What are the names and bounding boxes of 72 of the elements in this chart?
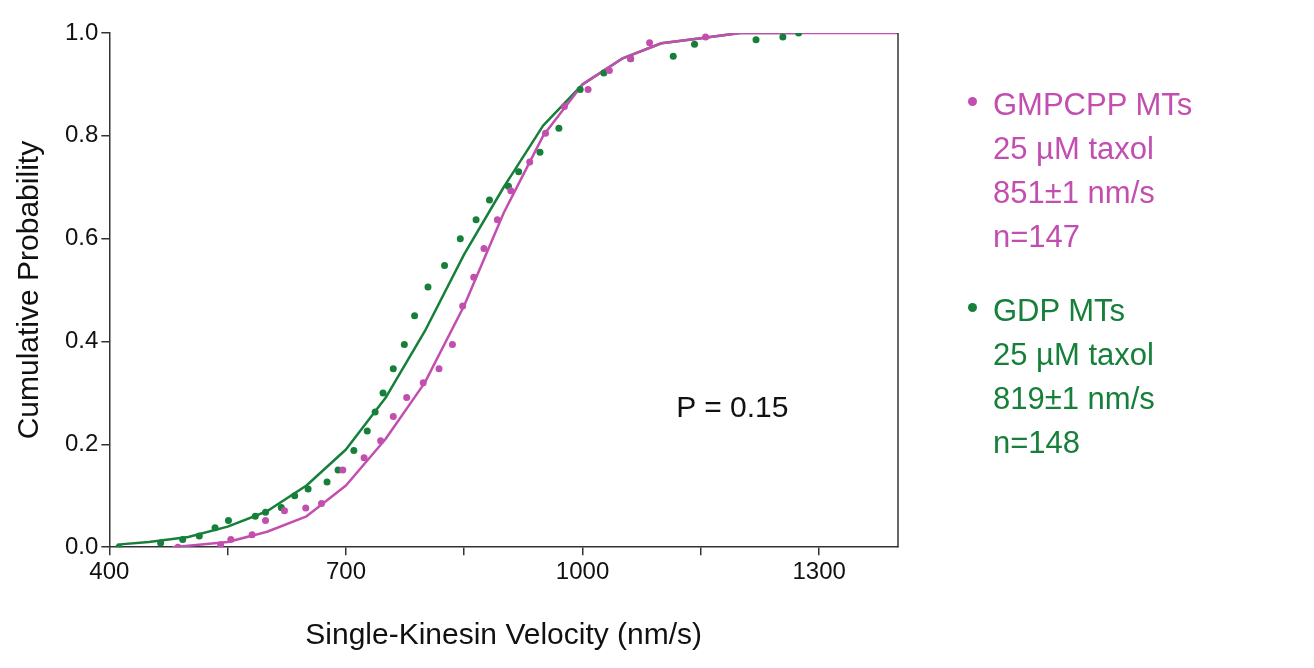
point (251, 512, 259, 520)
x-axis-title: Single-Kinesin Velocity (nm/s) (305, 617, 703, 651)
point (424, 283, 432, 291)
point (779, 33, 787, 41)
point (224, 516, 232, 524)
point (541, 129, 549, 137)
point (702, 33, 710, 41)
point (536, 148, 544, 156)
point (485, 196, 493, 204)
point (459, 302, 467, 310)
legend-label: GMPCPP MTs 25 µM taxol 851±1 nm/s n=147 (993, 86, 1193, 256)
x-tick-label: 1000 (555, 557, 610, 585)
point (211, 524, 219, 532)
point (576, 86, 584, 94)
point (360, 454, 368, 462)
y-tick-label: 0.4 (64, 326, 99, 354)
point (456, 235, 464, 243)
legend-label: GDP MTs 25 µM taxol 819±1 nm/s n=148 (993, 292, 1155, 462)
point (400, 341, 408, 349)
point (480, 244, 488, 252)
point (304, 485, 312, 493)
point (389, 365, 397, 373)
point (600, 69, 608, 77)
point (441, 261, 449, 269)
annotation: P = 0.15 (676, 389, 789, 423)
point (560, 103, 568, 111)
point (323, 478, 331, 486)
point (448, 341, 456, 349)
y-tick-label: 0.2 (64, 428, 99, 456)
point (584, 86, 592, 94)
point (377, 437, 385, 445)
point (195, 532, 203, 540)
x-tick-label: 400 (89, 557, 130, 585)
point (515, 168, 523, 176)
point (379, 389, 387, 397)
point (262, 516, 270, 524)
point (646, 39, 654, 47)
point (435, 365, 443, 373)
point (179, 535, 187, 543)
point (227, 535, 235, 543)
point (526, 158, 534, 166)
point (157, 539, 165, 547)
point (470, 273, 478, 281)
point (339, 466, 347, 474)
y-tick-label: 0.8 (64, 120, 99, 148)
point (291, 492, 299, 500)
point (669, 52, 677, 60)
x-tick-label: 1300 (792, 557, 846, 585)
point (419, 379, 427, 387)
point (262, 508, 270, 516)
point (472, 216, 480, 224)
x-tick-label: 700 (325, 557, 366, 585)
point (691, 40, 699, 48)
y-tick-label: 0.0 (64, 531, 99, 559)
point (363, 427, 371, 435)
y-tick-label: 0.6 (64, 223, 99, 251)
point (493, 216, 501, 224)
point (752, 36, 760, 44)
point (555, 124, 563, 132)
point (302, 504, 310, 512)
y-axis-title: Cumulative Probability (11, 140, 45, 440)
point (507, 187, 515, 195)
y-tick-label: 1.0 (64, 17, 99, 45)
point (217, 541, 225, 548)
point (389, 413, 397, 421)
point (318, 499, 326, 507)
point (403, 394, 411, 402)
point (248, 531, 256, 539)
point (411, 312, 419, 320)
point (605, 67, 613, 75)
point (350, 447, 358, 455)
point (371, 408, 379, 416)
